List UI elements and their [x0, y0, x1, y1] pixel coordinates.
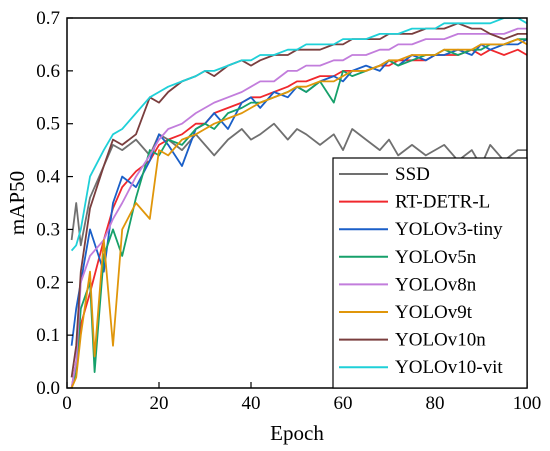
legend-label: YOLOv5n — [395, 247, 477, 268]
series-line-yolov10-vit — [70, 18, 527, 252]
legend-label: RT-DETR-L — [395, 192, 490, 213]
legend-box — [332, 157, 528, 389]
legend-label: YOLOv10-vit — [395, 357, 503, 378]
x-tick-label: 100 — [513, 393, 542, 414]
legend-label: YOLOv9t — [395, 302, 473, 323]
legend-label: YOLOv8n — [395, 274, 477, 295]
x-tick-label: 80 — [426, 393, 445, 414]
y-tick-label: 0.3 — [36, 219, 60, 240]
y-tick-label: 0.6 — [36, 61, 60, 82]
series-line-yolov10n — [70, 22, 527, 378]
x-axis-title: Epoch — [270, 421, 324, 445]
series-line-yolov3-tiny — [70, 38, 527, 346]
x-tick-label: 0 — [62, 393, 72, 414]
x-tick-label: 60 — [334, 393, 353, 414]
y-tick-label: 0.0 — [36, 378, 60, 399]
legend-label: YOLOv3-tiny — [395, 219, 503, 240]
y-tick-label: 0.1 — [36, 325, 60, 346]
legend-label: YOLOv10n — [395, 330, 486, 351]
y-tick-label: 0.7 — [36, 8, 60, 29]
y-axis-title: mAP50 — [5, 171, 29, 235]
y-tick-label: 0.5 — [36, 114, 60, 135]
series-line-ssd — [70, 122, 527, 247]
legend: SSD RT-DETR-L YOLOv3-tiny YOLOv5n YOLOv8n YOL… — [332, 157, 528, 389]
ticks-layer: 0 20 40 60 80 100 0.0 0.1 0.2 0.3 0.4 0.5 0.6 0.7 — [36, 8, 541, 414]
x-tick-label: 20 — [150, 393, 169, 414]
series-line-yolov8n — [70, 27, 527, 388]
series-line-yolov9t — [70, 38, 527, 388]
y-tick-label: 0.4 — [36, 167, 60, 188]
y-tick-label: 0.2 — [36, 272, 60, 293]
x-tick-label: 40 — [242, 393, 261, 414]
legend-label: SSD — [395, 164, 430, 185]
series-layer — [70, 18, 527, 388]
